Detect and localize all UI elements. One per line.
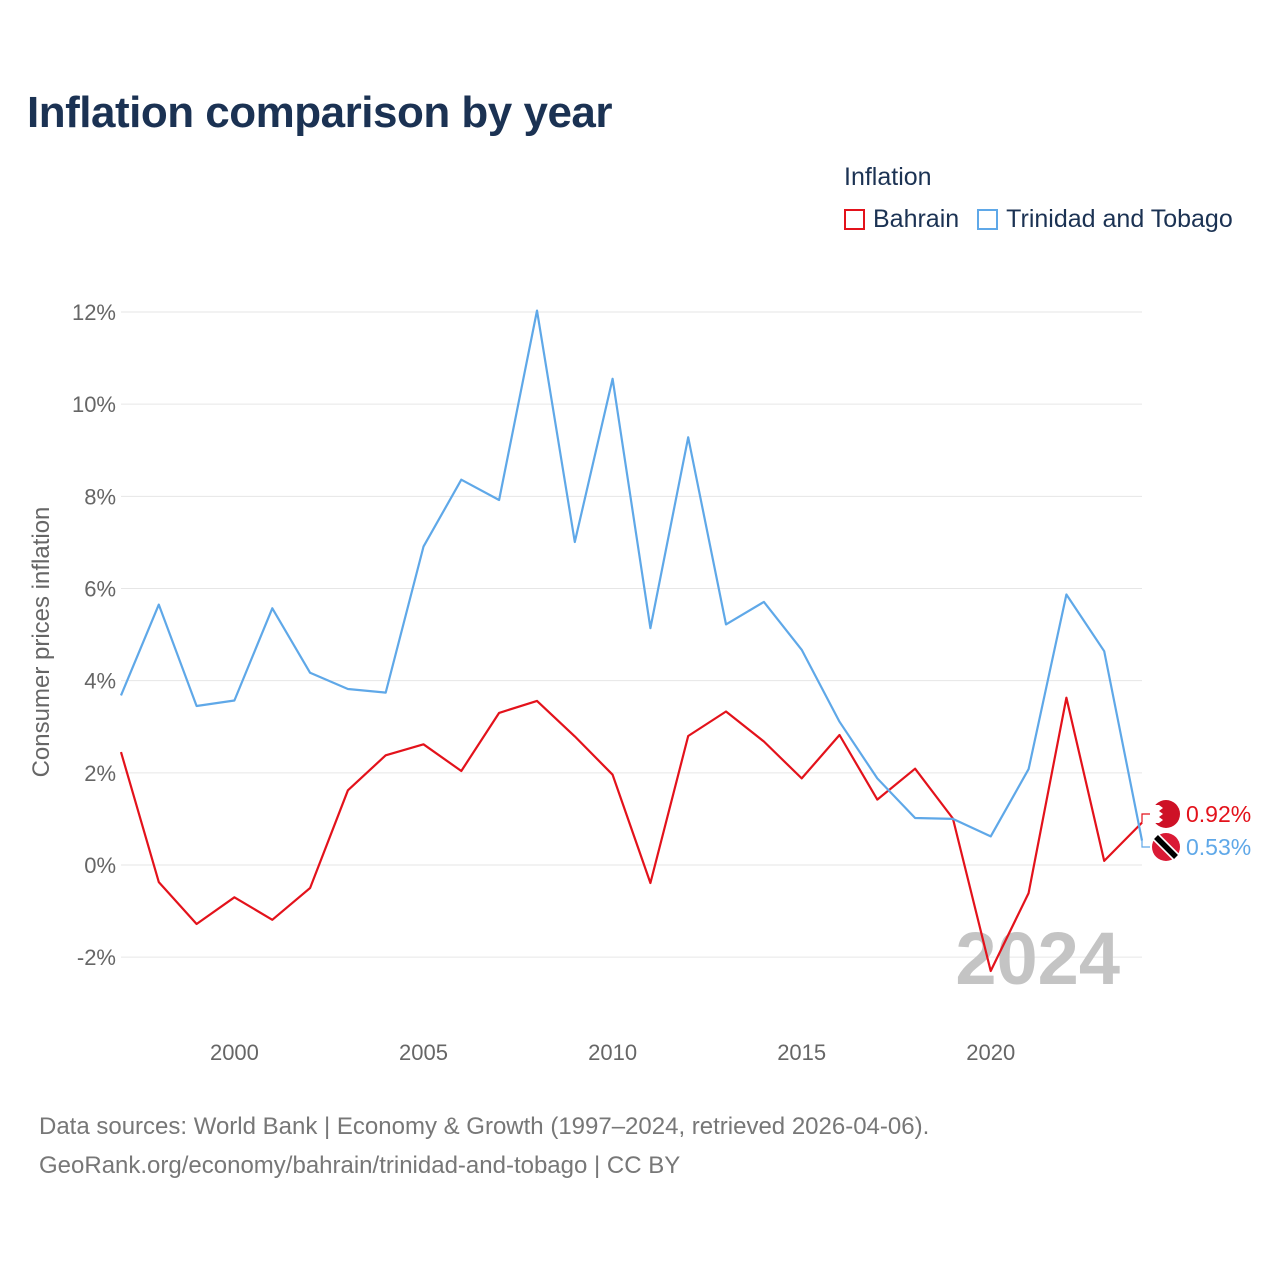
x-tick-label-2: 2010: [588, 1040, 637, 1065]
end-label-0: 0.92%: [1186, 801, 1251, 827]
end-label-1: 0.53%: [1186, 834, 1251, 860]
x-tick-label-4: 2020: [966, 1040, 1015, 1065]
legend-label-trinidad-and-tobago: Trinidad and Tobago: [1006, 205, 1233, 233]
y-tick-label-7: 12%: [72, 300, 116, 325]
y-tick-label-3: 4%: [84, 669, 116, 694]
source-line-2[interactable]: GeoRank.org/economy/bahrain/trinidad-and…: [39, 1152, 681, 1179]
legend-label-bahrain: Bahrain: [873, 205, 960, 233]
source-line-1: Data sources: World Bank | Economy & Gro…: [39, 1113, 930, 1140]
legend-item-bahrain[interactable]: Bahrain: [844, 205, 959, 234]
x-tick-label-1: 2005: [399, 1040, 448, 1065]
legend-swatch-bahrain: [844, 209, 865, 230]
legend: Bahrain Trinidad and Tobago: [844, 205, 1251, 234]
y-tick-label-6: 10%: [72, 392, 116, 417]
y-tick-label-4: 6%: [84, 577, 116, 602]
series-line-trinidad-and-tobago: [119, 309, 1144, 841]
y-tick-label-2: 2%: [84, 761, 116, 786]
legend-item-trinidad-and-tobago[interactable]: Trinidad and Tobago: [977, 205, 1233, 234]
source-note: Data sources: World Bank | Economy & Gro…: [39, 1107, 929, 1185]
bahrain-flag-white-band: [1152, 805, 1163, 823]
series-line-bahrain: [119, 696, 1143, 973]
x-tick-label-0: 2000: [210, 1040, 259, 1065]
legend-title: Inflation: [844, 163, 932, 191]
y-tick-label-5: 8%: [84, 484, 116, 509]
end-connector-1: [1141, 840, 1150, 848]
year-watermark: 2024: [955, 917, 1120, 1000]
y-tick-label-0: -2%: [77, 945, 116, 970]
chart-title: Inflation comparison by year: [27, 88, 613, 137]
end-connector-0: [1141, 813, 1150, 823]
tt-flag-black-stripe: [1154, 835, 1178, 859]
y-tick-label-1: 0%: [84, 853, 116, 878]
x-tick-label-3: 2015: [777, 1040, 826, 1065]
legend-swatch-trinidad-and-tobago: [977, 209, 999, 230]
